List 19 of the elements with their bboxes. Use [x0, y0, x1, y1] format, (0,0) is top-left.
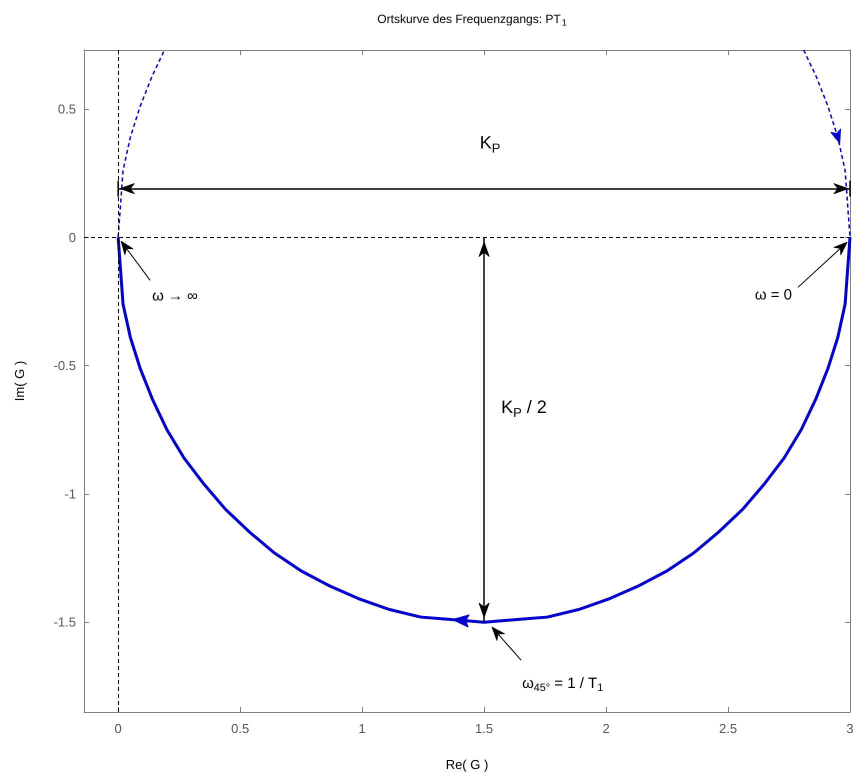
y-tick-label: -1 — [64, 486, 76, 502]
x-axis-title: Re( G ) — [446, 757, 488, 772]
x-tick-label: 0 — [114, 721, 122, 736]
annotation: ω = 0 — [754, 286, 792, 304]
x-tick-label: 2.5 — [718, 721, 738, 736]
x-tick-label: 3 — [846, 721, 854, 736]
y-tick-label: 0.5 — [58, 102, 76, 117]
ref-line-label: K$_{P}$ — [480, 132, 500, 156]
y-tick-label: -1.5 — [54, 614, 76, 630]
x-tick-label: 1.5 — [475, 721, 494, 736]
x-tick-label: 2 — [602, 721, 610, 736]
annotation: ω$_{45°}$ = 1 / T$_{1}$ — [522, 675, 604, 694]
x-tick-label: 1 — [358, 721, 366, 736]
y-tick-label: -0.5 — [54, 358, 76, 374]
annotation: ω → ∞ — [152, 287, 198, 304]
y-axis-title: Im( G ) — [12, 360, 27, 402]
y-tick-label: 0 — [68, 230, 76, 245]
ref-line-label: K$_{P}$ / 2 — [501, 396, 547, 420]
x-tick-label: 0.5 — [231, 721, 250, 736]
